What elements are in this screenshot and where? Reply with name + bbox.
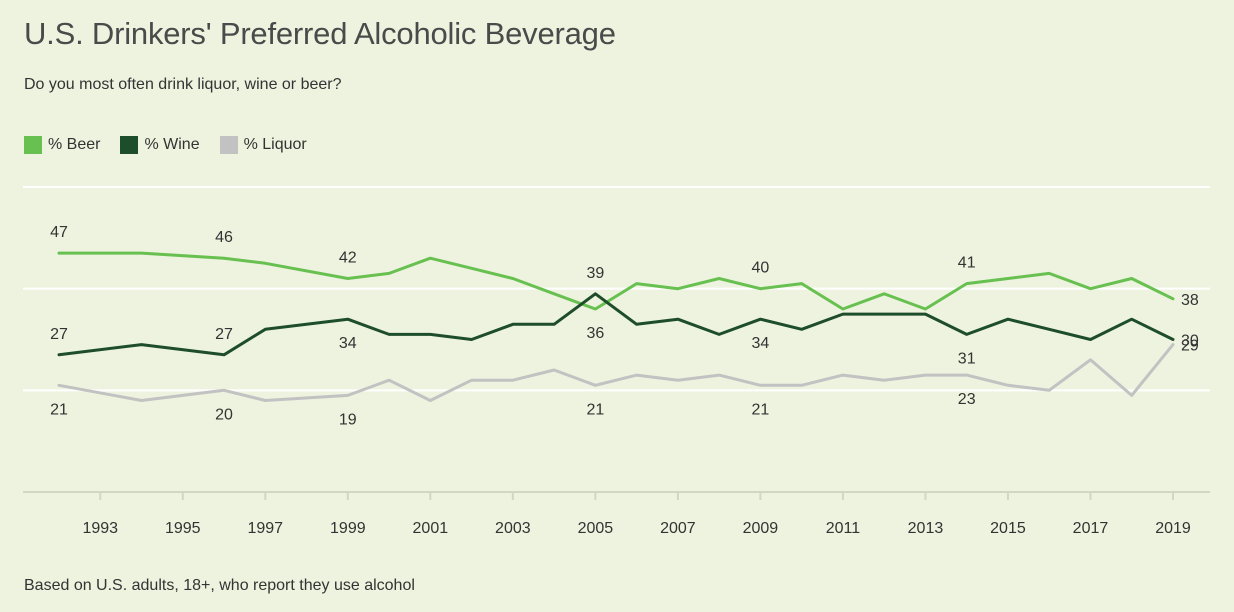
chart-subtitle: Do you most often drink liquor, wine or … bbox=[24, 76, 342, 93]
x-tick-label: 2005 bbox=[578, 520, 614, 537]
data-label-liquor: 21 bbox=[586, 401, 604, 418]
legend-label-beer: % Beer bbox=[48, 136, 101, 153]
data-label-wine: 27 bbox=[50, 326, 68, 343]
legend-item-beer[interactable]: % Beer bbox=[24, 136, 100, 154]
data-label-wine: 34 bbox=[339, 335, 357, 352]
legend-swatch-liquor bbox=[219, 136, 238, 154]
series-line-beer[interactable] bbox=[57, 251, 1175, 311]
data-label-wine: 30 bbox=[1181, 333, 1199, 350]
data-label-liquor: 21 bbox=[50, 401, 68, 418]
x-tick-label: 1999 bbox=[330, 520, 366, 537]
x-tick-label: 2019 bbox=[1155, 520, 1191, 537]
data-label-liquor: 23 bbox=[958, 391, 976, 408]
data-label-beer: 36 bbox=[586, 325, 604, 342]
data-label-wine: 27 bbox=[215, 326, 233, 343]
series-lines bbox=[57, 251, 1175, 402]
x-tick-label: 2007 bbox=[660, 520, 696, 537]
data-label-liquor: 20 bbox=[215, 406, 233, 423]
data-label-liquor: 19 bbox=[339, 411, 357, 428]
x-tick-label: 2009 bbox=[743, 520, 779, 537]
series-line-liquor[interactable] bbox=[57, 343, 1175, 402]
x-tick-label: 1997 bbox=[247, 520, 283, 537]
x-tick-label: 2001 bbox=[413, 520, 449, 537]
data-label-beer: 46 bbox=[215, 229, 233, 246]
data-labels: 47 27 21 46 27 20 42 34 19 39 36 21 40 34 21 41 31 23 38 30… bbox=[50, 224, 1199, 428]
legend-label-wine: % Wine bbox=[144, 136, 200, 153]
legend: % Beer % Wine % Liquor bbox=[24, 136, 327, 154]
x-tick-label: 2013 bbox=[908, 520, 944, 537]
x-tick-label: 1993 bbox=[82, 520, 118, 537]
data-label-wine: 34 bbox=[752, 335, 770, 352]
data-label-beer: 38 bbox=[1181, 292, 1199, 309]
legend-label-liquor: % Liquor bbox=[243, 136, 307, 153]
chart-title: U.S. Drinkers' Preferred Alcoholic Bever… bbox=[24, 16, 616, 51]
data-label-beer: 40 bbox=[752, 260, 770, 277]
footnote: Based on U.S. adults, 18+, who report th… bbox=[24, 577, 415, 594]
series-line-wine[interactable] bbox=[57, 292, 1175, 357]
data-label-beer: 47 bbox=[50, 224, 68, 241]
data-label-wine: 39 bbox=[586, 265, 604, 282]
grid-layer bbox=[23, 186, 1210, 493]
data-label-liquor: 21 bbox=[752, 401, 770, 418]
data-label-beer: 41 bbox=[958, 255, 976, 272]
data-label-beer: 42 bbox=[339, 250, 357, 267]
data-label-liquor: 29 bbox=[1181, 338, 1199, 355]
data-label-wine: 31 bbox=[958, 350, 976, 367]
x-axis: 1993 1995 1997 1999 2001 2003 2005 2007 2009 2011… bbox=[82, 492, 1191, 537]
x-tick-label: 2017 bbox=[1073, 520, 1109, 537]
x-tick-label: 2003 bbox=[495, 520, 531, 537]
x-tick-label: 1995 bbox=[165, 520, 201, 537]
x-tick-label: 2011 bbox=[826, 520, 861, 537]
legend-item-liquor[interactable]: % Liquor bbox=[219, 136, 307, 154]
legend-swatch-wine bbox=[120, 136, 139, 154]
legend-swatch-beer bbox=[24, 136, 42, 154]
legend-item-wine[interactable]: % Wine bbox=[120, 136, 200, 154]
x-tick-label: 2015 bbox=[990, 520, 1026, 537]
